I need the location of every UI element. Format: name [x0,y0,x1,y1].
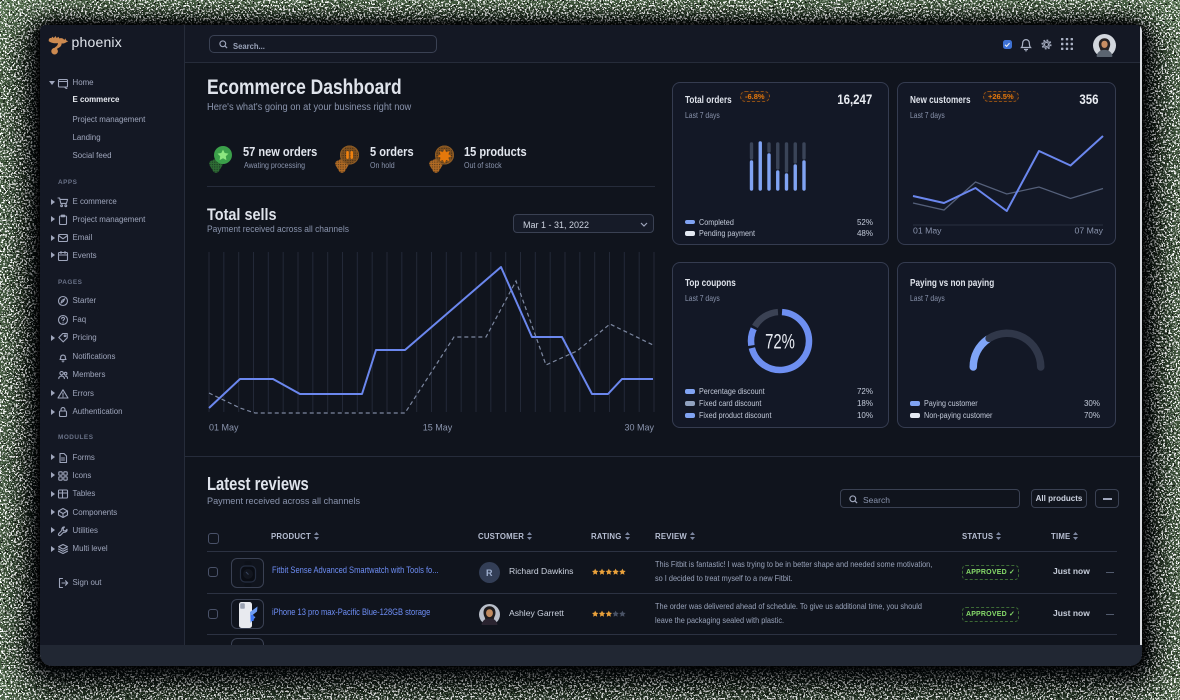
svg-text:72%: 72% [765,330,795,353]
svg-text:30 May: 30 May [624,423,654,433]
svg-text:07 May: 07 May [1075,226,1104,236]
svg-text:01 May: 01 May [913,226,942,236]
svg-text:01 May: 01 May [209,423,239,433]
svg-text:15 May: 15 May [423,423,453,433]
